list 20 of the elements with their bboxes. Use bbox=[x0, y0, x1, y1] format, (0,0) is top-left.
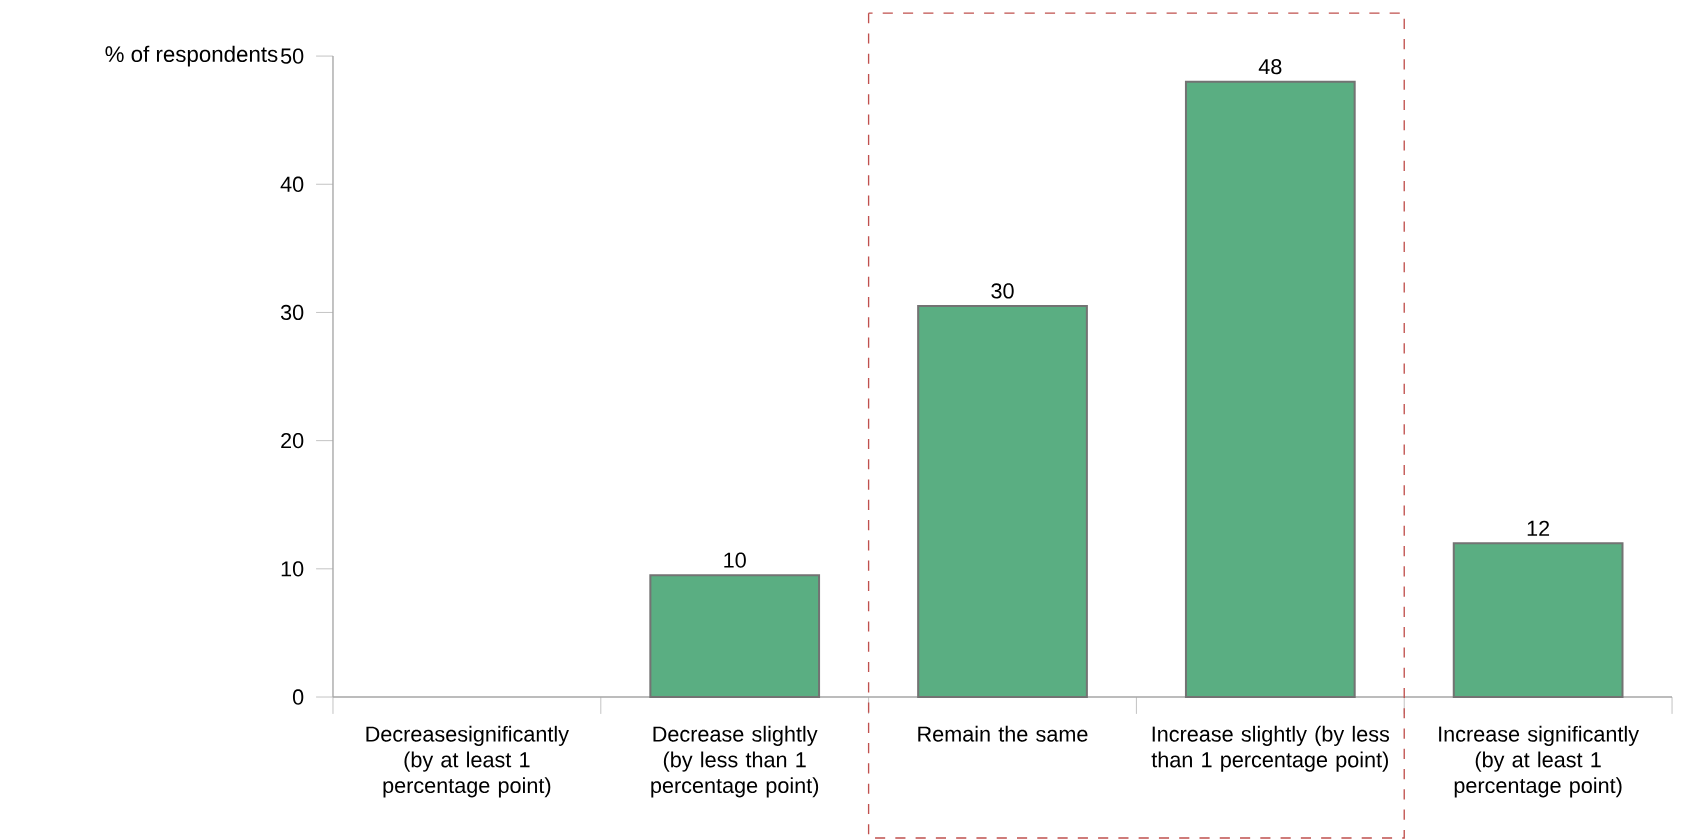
y-tick-label: 30 bbox=[280, 304, 304, 321]
x-tick-label: Decrease slightly (by less than 1 percentage point) bbox=[651, 725, 819, 798]
y-tick-label: 20 bbox=[281, 432, 304, 449]
x-tick-label: Decreasesignificantly (by at least 1 percentage point) bbox=[366, 725, 569, 798]
bar bbox=[917, 305, 1088, 699]
x-tick-label: Increase significantly (by at least 1 percentage point) bbox=[1439, 725, 1640, 798]
y-tick-label: 10 bbox=[281, 561, 304, 577]
y-axis-title: % of respondents bbox=[105, 45, 278, 67]
y-tick-label: 40 bbox=[280, 176, 304, 192]
bar bbox=[1452, 542, 1624, 699]
data-label: 12 bbox=[1527, 520, 1550, 536]
data-label: 10 bbox=[724, 552, 746, 568]
x-tick-label: Remain the same bbox=[918, 725, 1088, 742]
data-label: 48 bbox=[1258, 58, 1282, 75]
y-tick-label: 50 bbox=[280, 48, 304, 64]
y-tick-label: 0 bbox=[292, 689, 304, 705]
bar bbox=[1184, 80, 1356, 699]
x-tick-label: Increase slightly (by less than 1 percentage point) bbox=[1151, 725, 1390, 772]
data-label: 30 bbox=[991, 283, 1014, 299]
bar bbox=[649, 574, 821, 699]
